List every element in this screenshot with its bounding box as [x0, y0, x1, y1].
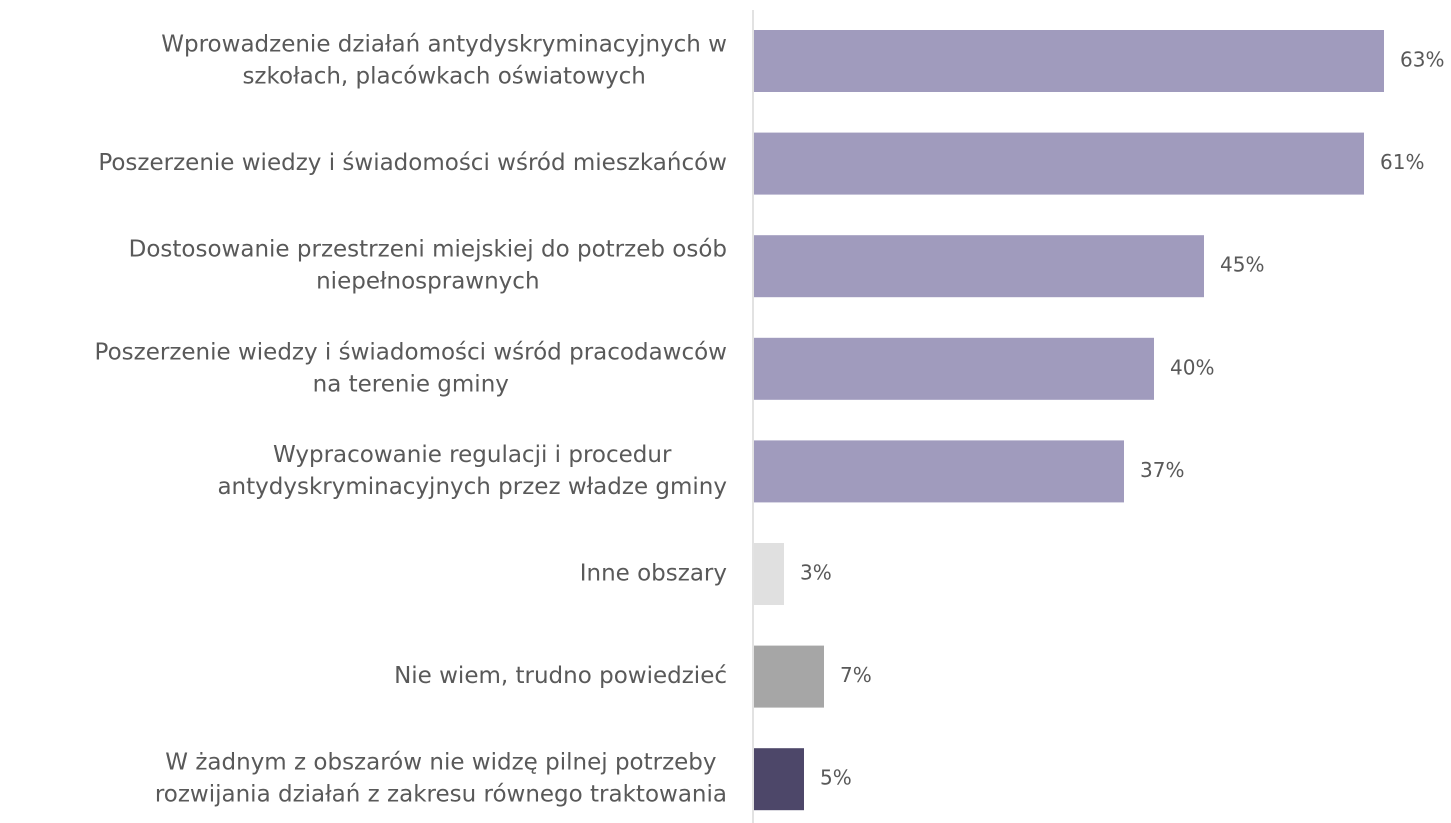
category-label-7: W żadnym z obszarów nie widzę pilnej pot… — [155, 750, 727, 808]
value-label-0: 63% — [1400, 48, 1444, 72]
value-label-2: 45% — [1220, 253, 1264, 277]
category-label-7-line-1: rozwijania działań z zakresu równego tra… — [155, 782, 727, 808]
bar-2 — [754, 235, 1204, 298]
bar-4 — [754, 440, 1124, 503]
value-label-6: 7% — [840, 663, 872, 687]
category-label-5: Inne obszary — [580, 561, 727, 587]
bar-1 — [754, 132, 1364, 195]
value-label-1: 61% — [1380, 150, 1424, 174]
category-label-4: Wypracowanie regulacji i procedur antydys… — [217, 442, 727, 500]
value-label-5: 3% — [800, 561, 832, 585]
category-label-0-line-1: szkołach, placówkach oświatowych — [242, 64, 645, 90]
bar-5 — [754, 543, 784, 605]
category-label-6: Nie wiem, trudno powiedzieć — [394, 663, 727, 689]
category-label-2-line-0: Dostosowanie przestrzeni miejskiej do po… — [129, 237, 727, 263]
category-label-3: Poszerzenie wiedzy i świadomości wśród p… — [95, 339, 727, 397]
category-label-3-line-1: na terenie gminy — [313, 371, 509, 397]
value-label-3: 40% — [1170, 355, 1214, 379]
category-label-5-line-0: Inne obszary — [580, 561, 727, 587]
bars-group — [754, 30, 1384, 811]
category-label-4-line-1: antydyskryminacyjnych przez władze gminy — [217, 474, 727, 500]
category-label-6-line-0: Nie wiem, trudno powiedzieć — [394, 663, 727, 689]
category-label-2: Dostosowanie przestrzeni miejskiej do po… — [129, 237, 727, 295]
category-label-0: Wprowadzenie działań antydyskryminacyjny… — [161, 32, 727, 90]
bar-7 — [754, 748, 804, 811]
bar-0 — [754, 30, 1384, 92]
category-label-3-line-0: Poszerzenie wiedzy i świadomości wśród p… — [95, 339, 727, 365]
category-label-2-line-1: niepełnosprawnych — [316, 269, 539, 295]
category-label-1: Poszerzenie wiedzy i świadomości wśród m… — [98, 150, 727, 176]
bar-3 — [754, 337, 1154, 400]
value-labels-group: 63% 61% 45% 40% 37% 3% 7% 5% — [800, 48, 1444, 790]
category-labels-group: Wprowadzenie działań antydyskryminacyjny… — [95, 32, 727, 808]
category-label-1-line-0: Poszerzenie wiedzy i świadomości wśród m… — [98, 150, 727, 176]
value-label-4: 37% — [1140, 458, 1184, 482]
category-label-7-line-0: W żadnym z obszarów nie widzę pilnej pot… — [165, 750, 716, 776]
value-label-7: 5% — [820, 766, 852, 790]
category-label-4-line-0: Wypracowanie regulacji i procedur — [273, 442, 672, 468]
bar-6 — [754, 645, 824, 708]
category-label-0-line-0: Wprowadzenie działań antydyskryminacyjny… — [161, 32, 727, 58]
